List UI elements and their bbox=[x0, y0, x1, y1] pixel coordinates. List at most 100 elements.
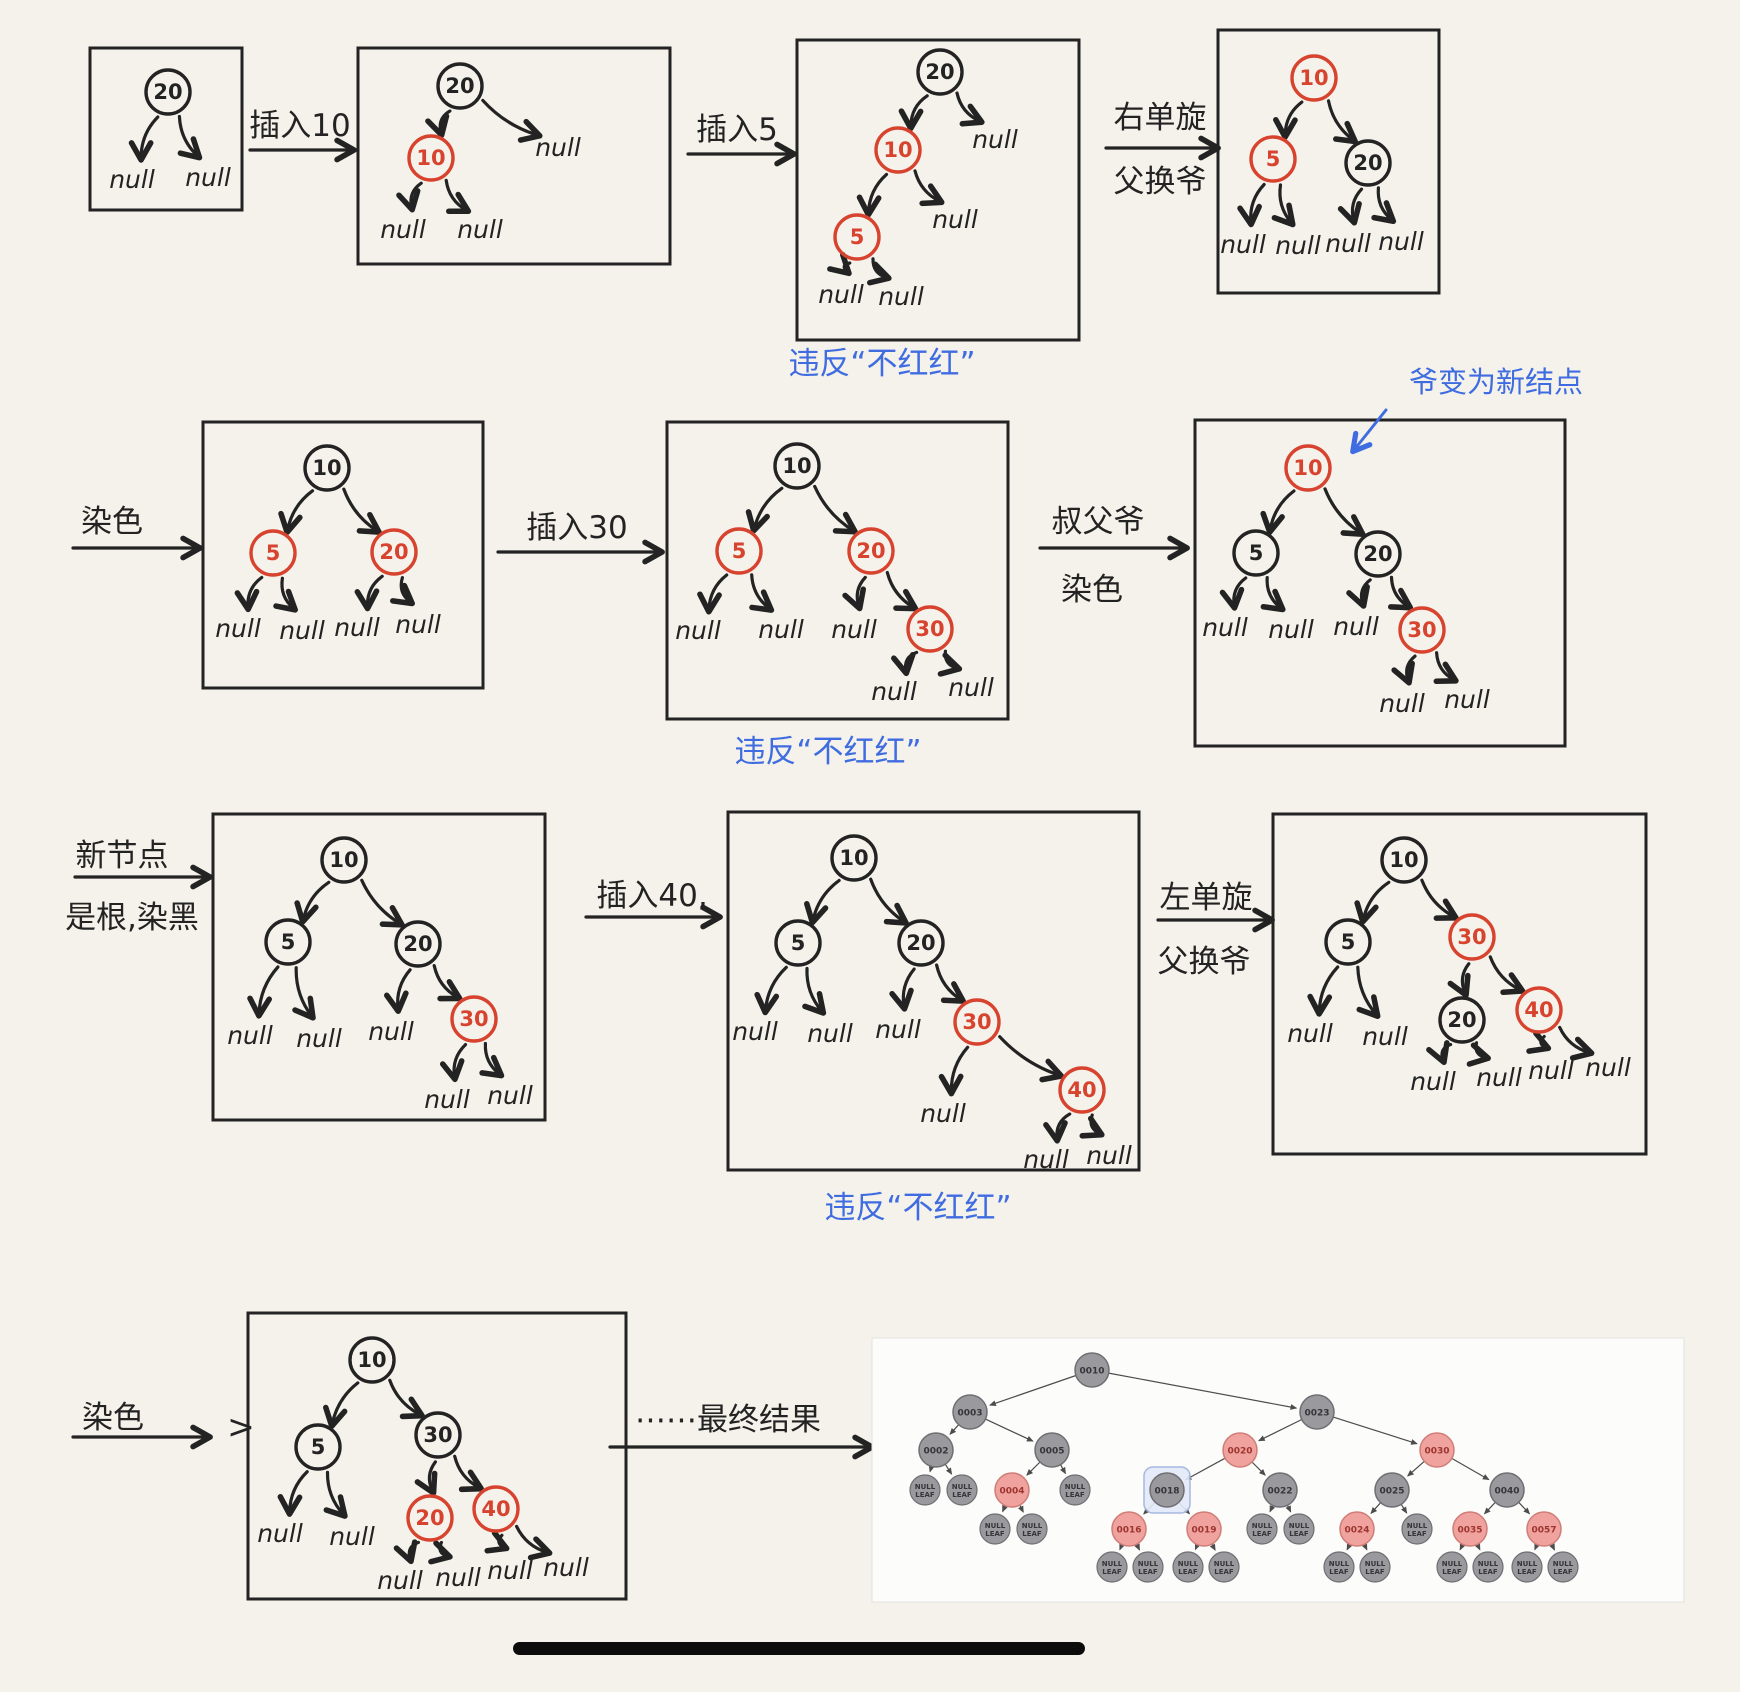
tree-node-40 bbox=[1058, 1066, 1106, 1114]
tree-node-label: 20 bbox=[1447, 1008, 1476, 1032]
tree-node-label: 10 bbox=[416, 146, 445, 170]
rb-node-0004 bbox=[994, 1472, 1030, 1508]
tree-edge bbox=[428, 1540, 453, 1565]
rb-null-leaf bbox=[1547, 1551, 1579, 1583]
step-10-left-rotate-frame bbox=[1271, 812, 1648, 1156]
step-arrow-label: 插入5 bbox=[696, 112, 778, 148]
tree-node-label: 5 bbox=[1249, 541, 1264, 565]
rb-edge bbox=[989, 1374, 1077, 1407]
tree-node-30 bbox=[1398, 606, 1446, 654]
tree-node-label: 20 bbox=[153, 80, 182, 104]
tree-node-5 bbox=[249, 529, 297, 577]
null-leaf-label: null bbox=[1202, 613, 1248, 642]
step-arrow-label-line2: 父换爷 bbox=[1114, 164, 1207, 200]
final-result-screenshot: 0010 0003 0023 0002 0005 0020 0030 0004 0018 0022… bbox=[871, 1337, 1685, 1603]
rb-null-leaf-label: NULL bbox=[1102, 1560, 1123, 1568]
tree-node-label: 10 bbox=[329, 848, 358, 872]
tree-node-label: 20 bbox=[379, 540, 408, 564]
null-leaf-label: null bbox=[257, 1519, 303, 1548]
tree-node-10 bbox=[1380, 836, 1428, 884]
rb-edge bbox=[1108, 1372, 1298, 1410]
rb-null-leaf-label: NULL bbox=[1329, 1560, 1350, 1568]
tree-node-label: 10 bbox=[839, 846, 868, 870]
tree-edge bbox=[891, 650, 919, 677]
tree-edge bbox=[1391, 654, 1417, 686]
null-leaf-label: null bbox=[377, 1566, 423, 1595]
step-arrow-label-line2: 是根,染黑 bbox=[65, 900, 199, 936]
annotation-note-1: 违反“不红红” bbox=[788, 346, 975, 382]
rb-null-leaf-label: NULL bbox=[1214, 1560, 1235, 1568]
rb-edge bbox=[1407, 1460, 1425, 1477]
null-leaf-label: null bbox=[1410, 1067, 1456, 1096]
tree-node-5 bbox=[264, 918, 312, 966]
tree-edge bbox=[1307, 965, 1340, 1017]
null-leaf-label: null bbox=[758, 615, 804, 644]
tree-edge bbox=[425, 109, 452, 138]
annotation-note-3: 违反“不红红” bbox=[824, 1190, 1011, 1226]
rb-node-0030 bbox=[1419, 1432, 1455, 1468]
tree-edge bbox=[867, 257, 892, 286]
rb-node-label: 0019 bbox=[1191, 1526, 1216, 1536]
rb-null-leaf-label: LEAF bbox=[985, 1530, 1005, 1538]
rb-null-leaf-label: LEAF bbox=[1329, 1568, 1349, 1576]
tree-edge bbox=[414, 1460, 438, 1496]
rb-null-leaf bbox=[979, 1513, 1011, 1545]
tree-node-20 bbox=[436, 62, 484, 110]
step-arrow-label: 右单旋 bbox=[1114, 100, 1207, 136]
tree-node-20 bbox=[1438, 996, 1486, 1044]
tree-edge bbox=[885, 570, 919, 612]
rb-node-label: 0022 bbox=[1267, 1487, 1292, 1497]
tree-edge bbox=[393, 1539, 420, 1565]
tree-node-label: 40 bbox=[1524, 998, 1553, 1022]
tree-edge bbox=[1420, 878, 1459, 921]
rb-null-leaf-label: LEAF bbox=[1022, 1530, 1042, 1538]
rb-edge bbox=[1251, 1461, 1266, 1476]
tree-node-label: 20 bbox=[415, 1506, 444, 1530]
tree-edge bbox=[1323, 487, 1366, 538]
step-8-new-node-is-root-dye-black: 10 5 20 30 null null null null null bbox=[211, 812, 547, 1122]
rb-node-0040 bbox=[1489, 1472, 1525, 1508]
rb-null-leaf bbox=[1283, 1513, 1315, 1545]
rb-null-leaf-label: LEAF bbox=[915, 1491, 935, 1499]
null-leaf-label: null bbox=[279, 616, 325, 645]
tree-node-label: 10 bbox=[1299, 66, 1328, 90]
annotation-note-4: 爷变为新结点 bbox=[1409, 365, 1583, 399]
null-leaf-label: null bbox=[1379, 689, 1425, 718]
rb-node-label: 0002 bbox=[923, 1447, 948, 1457]
tree-node-20 bbox=[406, 1494, 454, 1542]
tree-edge bbox=[1526, 1030, 1552, 1054]
null-leaf-label: null bbox=[1325, 229, 1371, 258]
rb-null-leaf bbox=[1401, 1513, 1433, 1545]
rb-edge bbox=[1258, 1418, 1303, 1442]
rb-node-label: 0003 bbox=[957, 1409, 982, 1419]
rb-node-0035 bbox=[1452, 1511, 1488, 1547]
rb-null-leaf-label: NULL bbox=[1138, 1560, 1159, 1568]
step-8-new-node-is-root-dye-black-frame bbox=[211, 812, 547, 1122]
tree-edge bbox=[323, 1381, 360, 1429]
step-arrow-label: 叔父爷 bbox=[1052, 504, 1145, 540]
tree-node-label: 40 bbox=[481, 1497, 510, 1521]
step-arrow-10: 染色 bbox=[71, 1400, 213, 1450]
tree-node-5 bbox=[1249, 135, 1297, 183]
step-arrow-5: 插入30 bbox=[496, 510, 665, 565]
tree-node-5 bbox=[1324, 918, 1372, 966]
tree-edge bbox=[1346, 578, 1372, 609]
tree-node-label: 5 bbox=[791, 931, 806, 955]
tree-node-label: 5 bbox=[1341, 930, 1356, 954]
rb-node-0025 bbox=[1374, 1472, 1410, 1508]
step-6-insert-30: 10 5 20 30 null null null null null bbox=[665, 420, 1010, 721]
step-5-recolor-frame bbox=[201, 420, 485, 690]
tree-edge bbox=[1260, 576, 1286, 613]
null-leaf-label: null bbox=[535, 133, 581, 162]
rb-null-leaf-label: LEAF bbox=[952, 1491, 972, 1499]
rb-null-leaf bbox=[1096, 1551, 1128, 1583]
null-leaf-label: null bbox=[871, 677, 917, 706]
rb-null-leaf bbox=[1132, 1551, 1164, 1583]
rb-null-leaf bbox=[946, 1474, 978, 1506]
tree-edge bbox=[697, 573, 729, 615]
